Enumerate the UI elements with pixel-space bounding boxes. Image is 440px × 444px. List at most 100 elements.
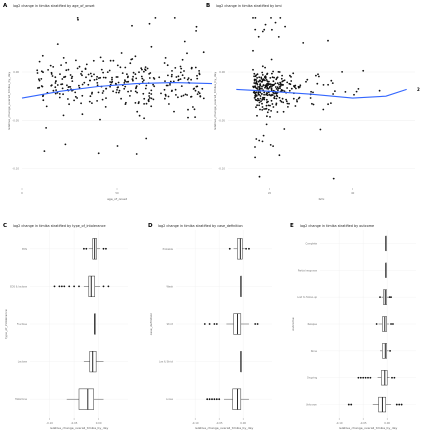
panel-b-point: [283, 79, 286, 82]
panel-b-point: [322, 84, 325, 86]
panel-b-ylabel: relative_change_overall_timika_by_day: [213, 72, 217, 131]
panel-a-point: [110, 81, 113, 84]
panel-b-point: [259, 83, 261, 86]
panel-b-point: [278, 154, 281, 157]
panel-e-ylabel: outcome: [291, 317, 295, 330]
panel-a-point: [183, 70, 185, 72]
panel-b-point: [271, 103, 274, 105]
panel-c-letter: C: [3, 223, 7, 229]
panel-a-point: [97, 152, 100, 155]
panel-e-outlier: [350, 403, 353, 406]
panel-b-point: [266, 111, 269, 114]
panel-e-letter: E: [290, 223, 294, 229]
panel-b-point: [281, 97, 284, 100]
panel-b-title: log2 change in timika stratified by bmi: [216, 4, 282, 8]
panel-a-point: [134, 73, 137, 76]
panel-b-point: [261, 30, 264, 33]
panel-d-xlabel: relative_change_overall_timika_by_day: [195, 426, 254, 430]
panel-a-point: [165, 84, 168, 87]
panel-b-point: [266, 94, 269, 97]
panel-a-point: [116, 64, 119, 67]
panel-a-point: [124, 79, 126, 81]
panel-b-point: [289, 74, 291, 77]
panel-b-xtick-label: 40: [351, 191, 355, 195]
panel-a-point: [68, 86, 70, 88]
panel-b-point: [305, 80, 307, 83]
panel-a-point: [66, 84, 68, 87]
panel-b-point: [288, 89, 291, 92]
panel-a-point: [123, 87, 126, 90]
panel-b-point: [263, 108, 265, 110]
panel-b-point: [271, 94, 274, 96]
panel-b-point: [327, 39, 329, 42]
panel-b-point: [286, 81, 289, 84]
panel-b-point: [276, 82, 279, 85]
panel-c-ylabel: type_of_intolerance: [4, 309, 8, 339]
panel-d-outlier: [218, 398, 221, 401]
panel-a-point: [152, 98, 155, 101]
panel-a-point: [136, 91, 139, 94]
panel-c-box: [78, 388, 94, 410]
panel-a-point: [140, 67, 143, 70]
panel-b-point: [264, 108, 267, 110]
panel-a-point: [141, 81, 144, 83]
panel-c-box: [88, 275, 95, 297]
panel-a-point: [130, 90, 132, 92]
panel-b-point: [271, 85, 273, 87]
panel-b-point: [259, 79, 261, 82]
panel-a-point: [124, 66, 127, 69]
panel-b-xlabel: bmi: [319, 197, 325, 201]
panel-e-xtick-label: 0.00: [384, 421, 390, 425]
panel-d-letter: D: [148, 223, 153, 229]
panel-a-point: [92, 59, 95, 62]
panel-e-outlier: [393, 376, 396, 379]
panel-e-box: [382, 343, 387, 359]
panel-a-point: [143, 97, 146, 100]
panel-a-point: [88, 100, 91, 103]
panel-a-xtick-label: 0: [21, 191, 23, 195]
panel-b-point: [255, 106, 257, 109]
panel-b-point: [268, 86, 271, 88]
panel-a-point: [125, 101, 127, 104]
panel-a-point: [76, 97, 78, 99]
panel-a-point: [132, 71, 135, 74]
panel-a-point: [96, 82, 99, 84]
panel-a-point: [43, 150, 46, 153]
panel-b-point: [257, 97, 259, 100]
panel-a-point: [116, 89, 118, 91]
panel-b-point: [256, 104, 258, 107]
panel-b-point: [277, 87, 280, 90]
panel-a-point: [202, 51, 205, 54]
panel-a-point: [145, 102, 148, 105]
panel-b-point: [281, 84, 284, 86]
panel-b-point: [290, 87, 293, 90]
panel-b-point: [255, 138, 258, 140]
panel-a-point: [102, 71, 104, 74]
panel-b-point: [264, 79, 266, 82]
panel-b-point: [283, 128, 286, 130]
panel-a-point: [148, 97, 151, 99]
panel-a-point: [74, 95, 77, 98]
panel-a-point: [49, 64, 52, 67]
panel-a-point: [145, 84, 148, 87]
panel-a-point: [121, 72, 124, 74]
panel-b-point: [276, 111, 279, 113]
panel-b-point: [270, 58, 273, 61]
panel-a-point: [115, 76, 118, 78]
panel-d-box: [237, 238, 243, 260]
panel-b-point: [273, 92, 275, 95]
panel-a-point: [142, 92, 145, 95]
panel-b-point: [264, 23, 267, 26]
panel-a-point: [190, 78, 193, 81]
panel-a-point: [194, 66, 197, 69]
panel-b-point: [252, 49, 254, 52]
panel-b-point: [311, 102, 313, 105]
panel-b-point: [327, 103, 329, 106]
panel-e-category-label: None: [311, 350, 318, 353]
panel-b-point: [267, 104, 270, 107]
panel-b-point: [286, 102, 289, 105]
panel-a-point: [193, 108, 196, 111]
panel-a-point: [131, 78, 134, 81]
panel-a-point: [69, 86, 72, 88]
panel-a-point: [81, 74, 83, 77]
